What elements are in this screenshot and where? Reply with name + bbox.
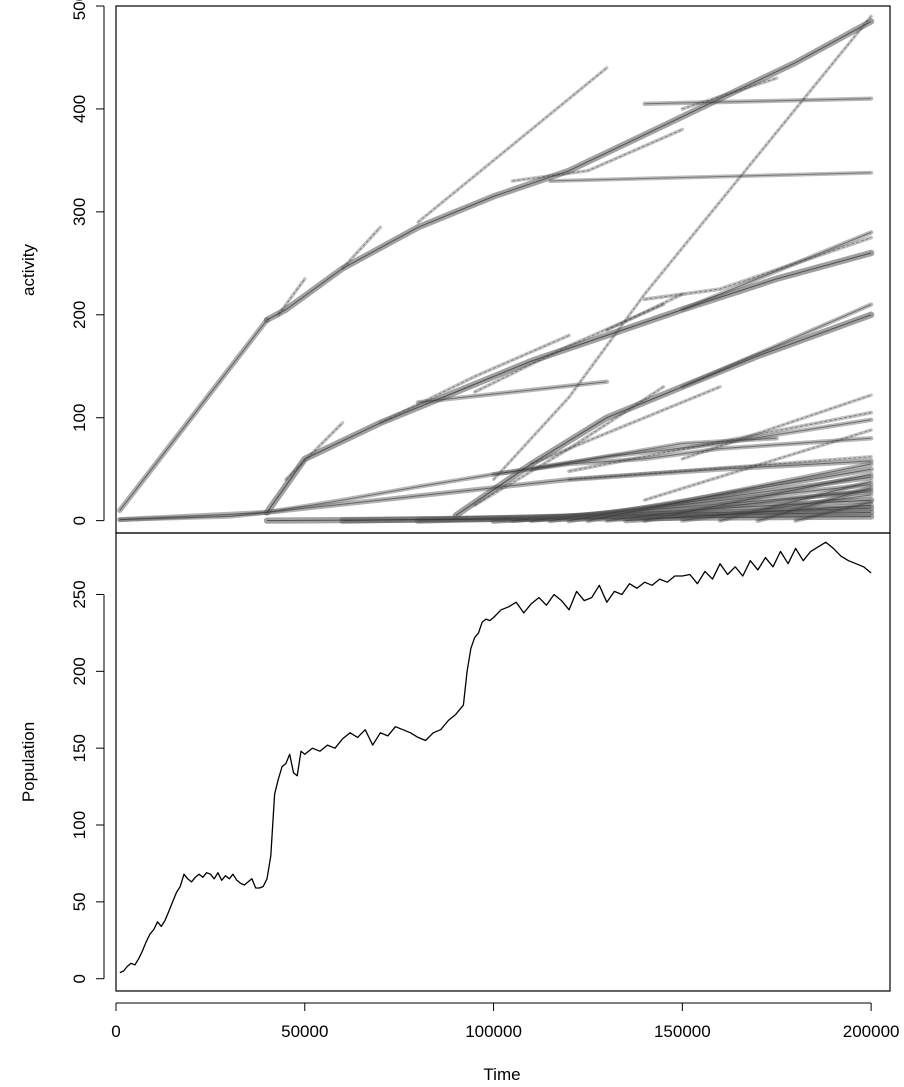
x-axis-label: Time xyxy=(483,1065,520,1084)
x-tick-label: 200000 xyxy=(843,1022,900,1041)
activity-trail-core-2 xyxy=(277,278,306,316)
activity-trail-14 xyxy=(472,302,666,394)
activity-trail-core-20 xyxy=(455,314,872,516)
activity-trail-core-29 xyxy=(644,429,872,501)
activity-trail-core-37 xyxy=(569,468,872,522)
activity-trail-core-3 xyxy=(342,226,381,269)
bottom-y-tick-label: 100 xyxy=(70,811,89,839)
activity-trail-core-42 xyxy=(719,481,872,522)
activity-trail-core-21 xyxy=(474,386,664,506)
top-y-tick-label: 100 xyxy=(70,404,89,432)
activity-trail-27 xyxy=(680,393,873,461)
activity-trail-core-5 xyxy=(512,129,683,182)
activity-trail-21 xyxy=(472,385,666,507)
activity-trail-core-26 xyxy=(569,412,872,472)
activity-series-group xyxy=(117,14,875,524)
bottom-y-tick-label: 50 xyxy=(70,892,89,911)
activity-trail-core-15 xyxy=(682,231,872,311)
activity-trail-5 xyxy=(510,127,685,183)
activity-trail-core-10 xyxy=(119,460,872,521)
activity-trail-core-39 xyxy=(606,489,872,522)
activity-trail-core-7 xyxy=(644,98,872,105)
activity-trail-core-44 xyxy=(757,487,872,522)
top-y-tick-label: 500 xyxy=(70,0,89,20)
activity-trail-core-11 xyxy=(266,252,872,513)
activity-trail-core-0 xyxy=(119,319,268,511)
activity-trail-16 xyxy=(605,292,685,332)
activity-trail-23 xyxy=(529,385,722,466)
activity-trail-13 xyxy=(378,333,571,425)
activity-trail-17 xyxy=(642,235,873,302)
activity-trail-core-1 xyxy=(266,20,872,321)
activity-trail-core-8 xyxy=(682,77,777,110)
activity-trail-4 xyxy=(416,66,609,224)
activity-trail-core-43 xyxy=(625,504,872,522)
top-y-tick-label: 300 xyxy=(70,198,89,226)
top-y-tick-label: 400 xyxy=(70,95,89,123)
activity-trail-29 xyxy=(642,428,873,502)
activity-trail-9 xyxy=(491,14,873,482)
population-series-group xyxy=(119,541,872,974)
activity-trail-core-40 xyxy=(644,473,872,522)
activity-trail-core-17 xyxy=(644,237,872,300)
activity-trail-core-22 xyxy=(682,304,872,388)
bottom-y-tick-label: 0 xyxy=(70,974,89,983)
activity-trail-core-4 xyxy=(417,67,608,223)
activity-trail-28 xyxy=(567,455,873,482)
activity-trail-core-41 xyxy=(682,494,872,522)
activity-trail-8 xyxy=(680,76,779,111)
population-line xyxy=(119,541,872,974)
activity-trail-core-13 xyxy=(380,334,570,424)
axes-group: 0 100 200 300 400 500 0 50 100 150 200 250 0 50000 100… xyxy=(70,0,899,1041)
activity-trail-core-28 xyxy=(569,456,872,480)
top-y-axis-label: activity xyxy=(19,244,38,296)
bottom-y-axis-label: Population xyxy=(19,722,38,802)
bottom-y-tick-label: 250 xyxy=(70,580,89,608)
activity-trail-core-45 xyxy=(795,501,872,522)
activity-trail-core-36 xyxy=(550,476,872,522)
top-y-tick-label: 0 xyxy=(70,516,89,525)
x-tick-label: 150000 xyxy=(654,1022,711,1041)
activity-trail-2 xyxy=(276,277,307,317)
bottom-y-tick-label: 200 xyxy=(70,657,89,685)
activity-trail-core-23 xyxy=(531,386,721,465)
bottom-y-tick-label: 150 xyxy=(70,734,89,762)
activity-trail-core-38 xyxy=(587,463,872,522)
activity-trail-26 xyxy=(567,410,873,474)
activity-trail-core-25 xyxy=(531,437,777,470)
activity-trail-core-12 xyxy=(285,422,343,480)
activity-trail-core-16 xyxy=(606,293,683,331)
activity-trail-core-6 xyxy=(550,172,872,182)
x-tick-label: 100000 xyxy=(465,1022,522,1041)
top-y-tick-label: 200 xyxy=(70,301,89,329)
activity-trail-core-14 xyxy=(474,304,664,393)
x-tick-label: 50000 xyxy=(281,1022,328,1041)
x-tick-label: 0 xyxy=(111,1022,120,1041)
bottom-plot-frame xyxy=(115,532,891,992)
activity-trail-12 xyxy=(284,421,345,482)
activity-trail-core-27 xyxy=(682,394,872,460)
activity-trail-core-18 xyxy=(417,381,607,403)
activity-trail-core-35 xyxy=(531,484,872,522)
activity-trail-3 xyxy=(340,225,383,271)
